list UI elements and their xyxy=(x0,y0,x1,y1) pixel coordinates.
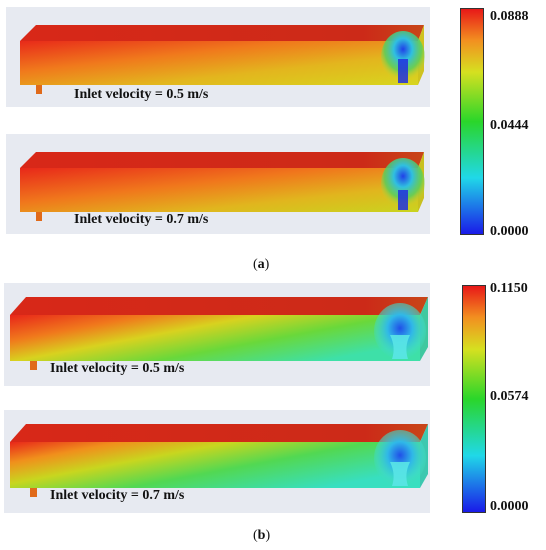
caption-letter: b xyxy=(257,528,266,543)
inlet-velocity-label: Inlet velocity = 0.5 m/s xyxy=(74,87,209,102)
caption-b: (b) xyxy=(253,528,271,543)
colorbar-a xyxy=(460,8,484,235)
colorbar-a-max: 0.0888 xyxy=(490,9,529,24)
inlet-velocity-label: Inlet velocity = 0.7 m/s xyxy=(74,212,209,227)
inlet-velocity-label: Inlet velocity = 0.7 m/s xyxy=(50,488,185,503)
caption-a: (a) xyxy=(253,257,270,272)
channel-model-a-07 xyxy=(20,152,425,221)
colorbar-a-mid: 0.0444 xyxy=(490,118,529,133)
caption-letter: a xyxy=(257,257,265,272)
inlet-velocity-label: Inlet velocity = 0.5 m/s xyxy=(50,361,185,376)
colorbar-b-min: 0.0000 xyxy=(490,499,529,514)
channel-model-a-05 xyxy=(20,25,425,94)
colorbar-b-max: 0.1150 xyxy=(490,281,528,296)
colorbar-b xyxy=(462,285,486,513)
channel-model-b-07 xyxy=(10,424,428,497)
colorbar-b-mid: 0.0574 xyxy=(490,389,529,404)
panel-b-top: Inlet velocity = 0.5 m/s xyxy=(4,283,430,386)
channel-model-b-05 xyxy=(10,297,428,370)
panel-a-bottom: Inlet velocity = 0.7 m/s xyxy=(6,134,430,234)
panel-a-top: Inlet velocity = 0.5 m/s xyxy=(6,7,430,107)
panel-b-bottom: Inlet velocity = 0.7 m/s xyxy=(4,410,430,513)
colorbar-a-min: 0.0000 xyxy=(490,224,529,239)
